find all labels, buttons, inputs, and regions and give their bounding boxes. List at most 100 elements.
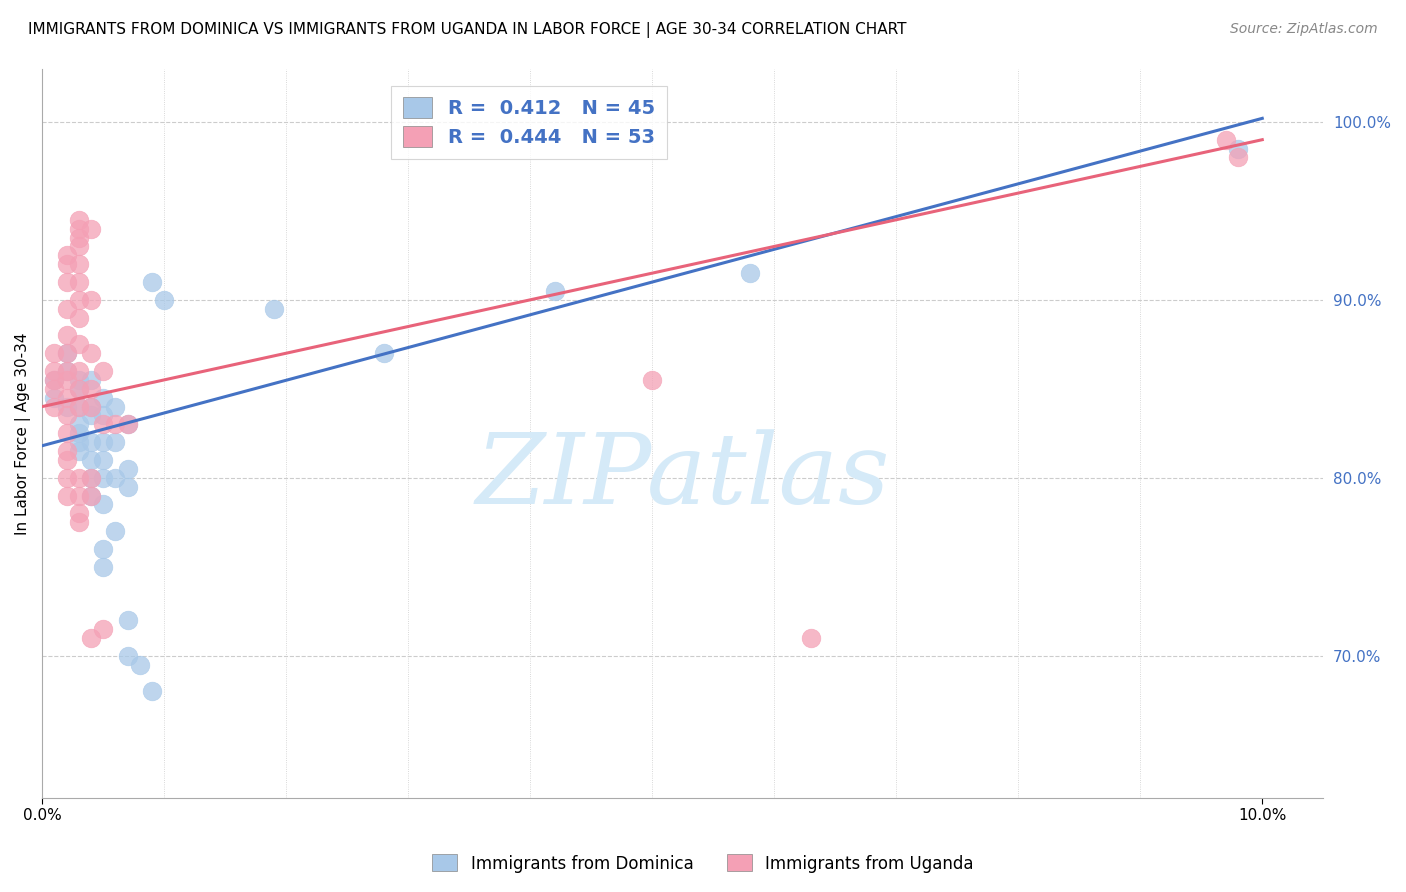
Point (117, 613, 139, 627)
Point (55, 346, 77, 360)
Y-axis label: In Labor Force | Age 30-34: In Labor Force | Age 30-34 (15, 332, 31, 534)
Point (117, 417, 139, 432)
Point (55, 275, 77, 289)
Text: ZIPatlas: ZIPatlas (475, 429, 890, 524)
Point (80, 221, 103, 235)
Point (1226, 151, 1249, 165)
Point (91, 498, 114, 512)
Point (55, 301, 77, 316)
Point (263, 301, 285, 316)
Point (91, 559, 114, 574)
Point (55, 328, 77, 343)
Point (44, 346, 66, 360)
Point (800, 631, 823, 645)
Point (67, 435, 90, 450)
Point (738, 266, 761, 280)
Point (55, 409, 77, 423)
Point (91, 435, 114, 450)
Point (141, 275, 163, 289)
Point (67, 417, 90, 432)
Point (104, 524, 127, 538)
Point (67, 275, 90, 289)
Point (80, 373, 103, 387)
Point (67, 515, 90, 529)
Point (67, 471, 90, 485)
Point (67, 400, 90, 414)
Text: IMMIGRANTS FROM DOMINICA VS IMMIGRANTS FROM UGANDA IN LABOR FORCE | AGE 30-34 CO: IMMIGRANTS FROM DOMINICA VS IMMIGRANTS F… (28, 22, 907, 38)
Point (67, 293, 90, 307)
Point (91, 391, 114, 405)
Point (55, 391, 77, 405)
Point (117, 417, 139, 432)
Point (67, 230, 90, 244)
Point (91, 453, 114, 467)
Point (80, 453, 103, 467)
Point (91, 471, 114, 485)
Point (67, 257, 90, 271)
Point (67, 221, 90, 235)
Point (641, 373, 664, 387)
Point (44, 400, 66, 414)
Point (67, 373, 90, 387)
Point (91, 409, 114, 423)
Legend: Immigrants from Dominica, Immigrants from Uganda: Immigrants from Dominica, Immigrants fro… (426, 847, 980, 880)
Point (104, 435, 127, 450)
Point (55, 400, 77, 414)
Point (104, 400, 127, 414)
Point (91, 417, 114, 432)
Point (1215, 133, 1237, 147)
Point (128, 657, 150, 672)
Point (55, 426, 77, 441)
Point (104, 471, 127, 485)
Point (44, 391, 66, 405)
Point (80, 471, 103, 485)
Point (80, 409, 103, 423)
Point (543, 284, 565, 298)
Point (91, 541, 114, 556)
Point (80, 435, 103, 450)
Point (44, 373, 66, 387)
Point (67, 444, 90, 458)
Point (117, 648, 139, 663)
Point (55, 453, 77, 467)
Point (67, 239, 90, 253)
Point (44, 373, 66, 387)
Point (80, 631, 103, 645)
Point (80, 293, 103, 307)
Point (55, 364, 77, 378)
Point (67, 426, 90, 441)
Point (373, 346, 395, 360)
Point (55, 364, 77, 378)
Point (91, 364, 114, 378)
Point (55, 444, 77, 458)
Point (44, 382, 66, 396)
Point (117, 480, 139, 494)
Point (67, 310, 90, 325)
Point (67, 212, 90, 227)
Point (67, 507, 90, 521)
Point (1226, 142, 1249, 156)
Point (80, 489, 103, 503)
Point (55, 471, 77, 485)
Point (91, 622, 114, 636)
Point (80, 400, 103, 414)
Point (44, 364, 66, 378)
Point (80, 400, 103, 414)
Point (67, 382, 90, 396)
Point (117, 462, 139, 476)
Point (67, 382, 90, 396)
Point (67, 400, 90, 414)
Point (67, 489, 90, 503)
Point (67, 364, 90, 378)
Point (80, 382, 103, 396)
Point (67, 337, 90, 351)
Point (80, 489, 103, 503)
Point (55, 346, 77, 360)
Point (141, 684, 163, 698)
Point (104, 417, 127, 432)
Text: Source: ZipAtlas.com: Source: ZipAtlas.com (1230, 22, 1378, 37)
Point (55, 373, 77, 387)
Legend: R =  0.412   N = 45, R =  0.444   N = 53: R = 0.412 N = 45, R = 0.444 N = 53 (391, 86, 666, 159)
Point (80, 346, 103, 360)
Point (55, 489, 77, 503)
